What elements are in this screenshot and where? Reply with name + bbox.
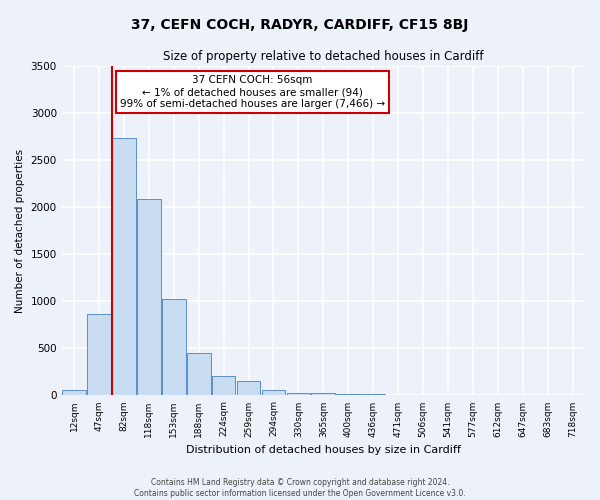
Bar	[361, 394, 385, 396]
Bar	[112, 138, 136, 396]
Text: Contains HM Land Registry data © Crown copyright and database right 2024.
Contai: Contains HM Land Registry data © Crown c…	[134, 478, 466, 498]
Bar	[162, 300, 185, 396]
X-axis label: Distribution of detached houses by size in Cardiff: Distribution of detached houses by size …	[186, 445, 461, 455]
Title: Size of property relative to detached houses in Cardiff: Size of property relative to detached ho…	[163, 50, 484, 63]
Bar	[337, 394, 360, 396]
Bar	[262, 390, 286, 396]
Bar	[87, 314, 111, 396]
Bar	[237, 382, 260, 396]
Text: 37 CEFN COCH: 56sqm
← 1% of detached houses are smaller (94)
99% of semi-detache: 37 CEFN COCH: 56sqm ← 1% of detached hou…	[120, 76, 385, 108]
Bar	[287, 392, 310, 396]
Bar	[62, 390, 86, 396]
Text: 37, CEFN COCH, RADYR, CARDIFF, CF15 8BJ: 37, CEFN COCH, RADYR, CARDIFF, CF15 8BJ	[131, 18, 469, 32]
Bar	[137, 200, 161, 396]
Bar	[311, 393, 335, 396]
Bar	[212, 376, 235, 396]
Bar	[187, 352, 211, 396]
Y-axis label: Number of detached properties: Number of detached properties	[15, 148, 25, 312]
